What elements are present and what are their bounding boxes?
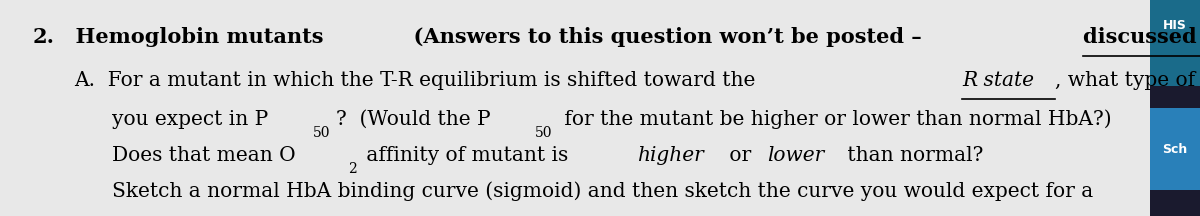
Text: discussed in Discussion.: discussed in Discussion. <box>1084 27 1200 47</box>
Text: Sketch a normal HbA binding curve (sigmoid) and then sketch the curve you would : Sketch a normal HbA binding curve (sigmo… <box>112 181 1093 201</box>
Text: , what type of change would: , what type of change would <box>1055 71 1200 91</box>
Text: 50: 50 <box>535 126 553 140</box>
Text: HIS: HIS <box>1163 19 1187 32</box>
Text: lower: lower <box>768 146 824 165</box>
Text: higher: higher <box>637 146 703 165</box>
Text: than normal?: than normal? <box>841 146 984 165</box>
Text: 50: 50 <box>313 126 331 140</box>
Text: Sch: Sch <box>1163 143 1188 156</box>
Text: R state: R state <box>962 71 1034 91</box>
Text: or: or <box>722 146 757 165</box>
Text: 2: 2 <box>348 162 358 176</box>
Text: for the mutant be higher or lower than normal HbA?): for the mutant be higher or lower than n… <box>558 110 1111 129</box>
Text: (Answers to this question won’t be posted –: (Answers to this question won’t be poste… <box>400 27 930 47</box>
Bar <box>1150 0 1200 216</box>
Text: Does that mean O: Does that mean O <box>112 146 295 165</box>
Text: affinity of mutant is: affinity of mutant is <box>360 146 575 165</box>
Bar <box>1150 0 1200 86</box>
Text: A.  For a mutant in which the T-R equilibrium is shifted toward the: A. For a mutant in which the T-R equilib… <box>74 71 762 91</box>
Bar <box>1150 108 1200 190</box>
Text: 2.: 2. <box>32 27 54 47</box>
Text: you expect in P: you expect in P <box>112 110 268 129</box>
Text: ?  (Would the P: ? (Would the P <box>336 110 491 129</box>
Text: Hemoglobin mutants: Hemoglobin mutants <box>61 27 323 47</box>
